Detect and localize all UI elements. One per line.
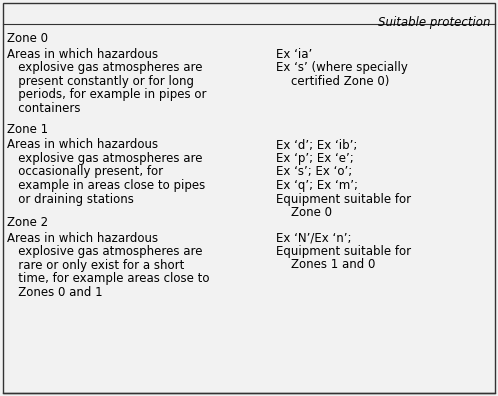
Text: Ex ‘q’; Ex ‘m’;: Ex ‘q’; Ex ‘m’; (276, 179, 359, 192)
Text: Ex ‘N’/Ex ‘n’;: Ex ‘N’/Ex ‘n’; (276, 232, 352, 244)
Text: Areas in which hazardous: Areas in which hazardous (7, 139, 158, 152)
Text: Ex ‘ia’: Ex ‘ia’ (276, 48, 313, 61)
Text: Zone 0: Zone 0 (7, 32, 48, 45)
Text: Zone 0: Zone 0 (276, 206, 332, 219)
Text: Ex ‘p’; Ex ‘e’;: Ex ‘p’; Ex ‘e’; (276, 152, 354, 165)
Text: Zones 0 and 1: Zones 0 and 1 (7, 286, 103, 299)
Text: Ex ‘d’; Ex ‘ib’;: Ex ‘d’; Ex ‘ib’; (276, 139, 358, 152)
Text: explosive gas atmospheres are: explosive gas atmospheres are (7, 152, 203, 165)
Text: time, for example areas close to: time, for example areas close to (7, 272, 210, 285)
Text: Areas in which hazardous: Areas in which hazardous (7, 232, 158, 244)
Text: explosive gas atmospheres are: explosive gas atmospheres are (7, 61, 203, 74)
Text: Ex ‘s’ (where specially: Ex ‘s’ (where specially (276, 61, 408, 74)
Text: or draining stations: or draining stations (7, 192, 134, 206)
Text: certified Zone 0): certified Zone 0) (276, 74, 390, 88)
Text: Suitable protection: Suitable protection (377, 16, 490, 29)
Text: present constantly or for long: present constantly or for long (7, 74, 194, 88)
Text: containers: containers (7, 101, 81, 114)
Text: Zone 2: Zone 2 (7, 216, 48, 229)
Text: example in areas close to pipes: example in areas close to pipes (7, 179, 205, 192)
Text: Zone 1: Zone 1 (7, 123, 48, 136)
Text: Equipment suitable for: Equipment suitable for (276, 192, 411, 206)
Text: periods, for example in pipes or: periods, for example in pipes or (7, 88, 207, 101)
Text: rare or only exist for a short: rare or only exist for a short (7, 259, 184, 272)
Text: Areas in which hazardous: Areas in which hazardous (7, 48, 158, 61)
Text: Ex ‘s’; Ex ‘o’;: Ex ‘s’; Ex ‘o’; (276, 166, 353, 179)
Text: Equipment suitable for: Equipment suitable for (276, 245, 411, 258)
Text: Zones 1 and 0: Zones 1 and 0 (276, 259, 376, 272)
Text: explosive gas atmospheres are: explosive gas atmospheres are (7, 245, 203, 258)
Text: occasionally present, for: occasionally present, for (7, 166, 163, 179)
